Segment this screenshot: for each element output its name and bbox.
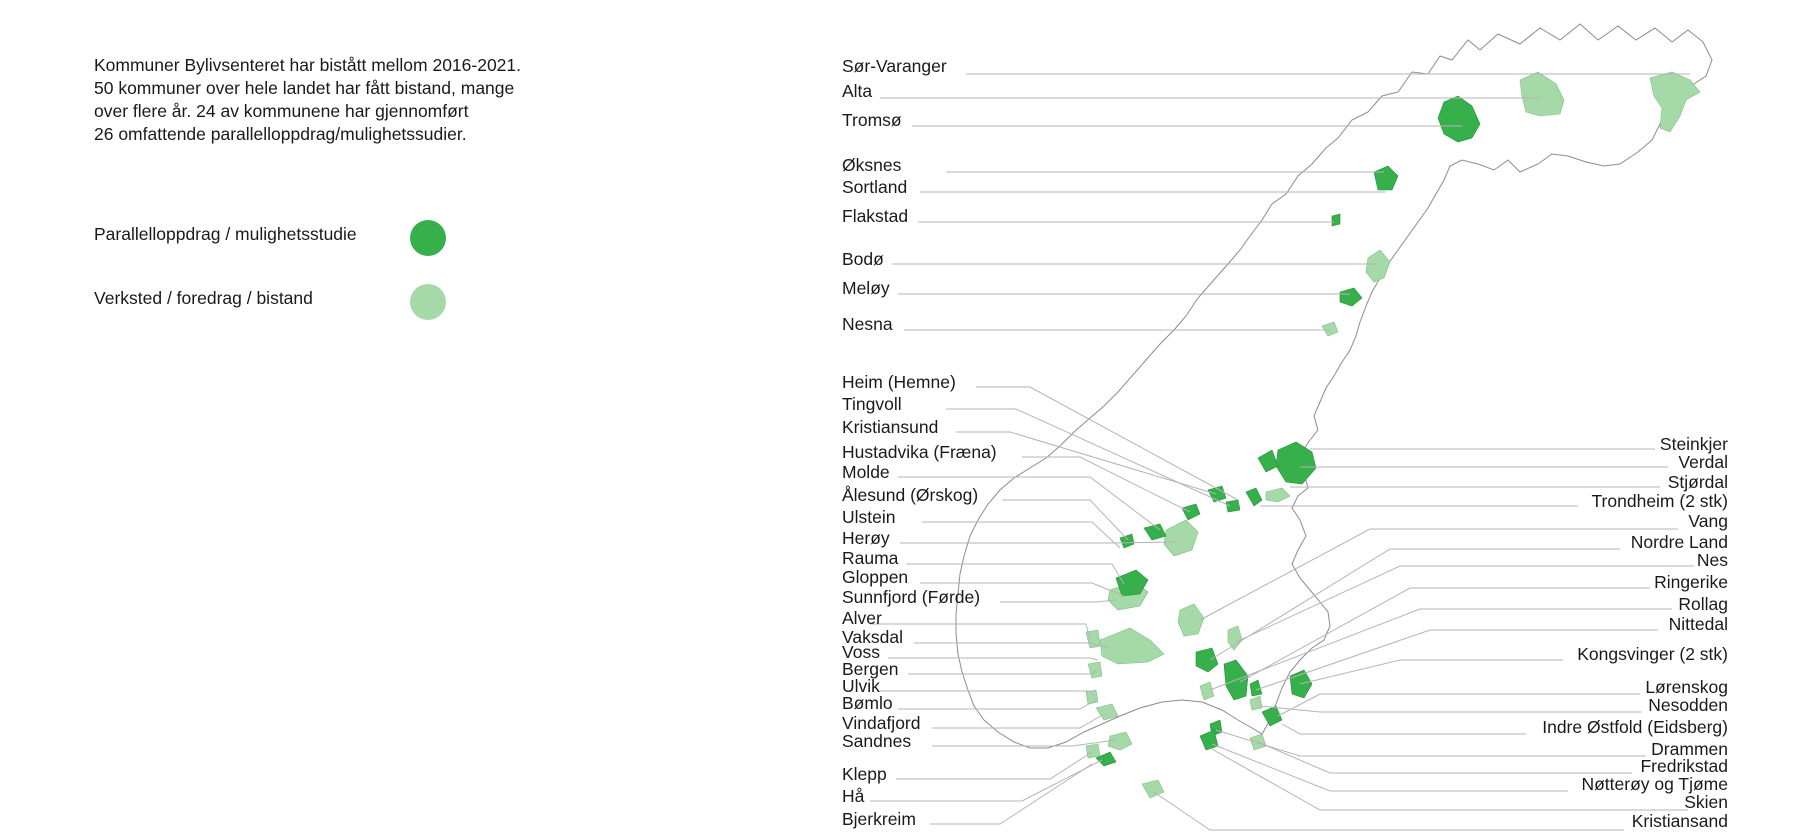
legend-label: Parallelloppdrag / mulighetsstudie (94, 224, 357, 244)
label-skien: Skien (1684, 792, 1728, 812)
label-klepp: Klepp (842, 764, 887, 784)
intro-line: over flere år. 24 av kommunene har gjenn… (94, 101, 469, 121)
region-alta (1519, 71, 1565, 117)
label-nesodden: Nesodden (1648, 695, 1728, 715)
legend-item-workshop: Verksted / foredrag / bistand (94, 288, 313, 309)
region-nordre-land (1195, 647, 1219, 673)
municipalities-dark (1095, 95, 1481, 767)
label-molde: Molde (842, 462, 890, 482)
region-sandnes (1107, 731, 1133, 751)
label-nesna: Nesna (842, 314, 893, 334)
label-vang: Vang (1688, 511, 1728, 531)
region-vang (1177, 603, 1205, 637)
label-oksnes: Øksnes (842, 155, 902, 175)
label-vaksdal: Vaksdal (842, 627, 903, 647)
legend-item-parallel: Parallelloppdrag / mulighetsstudie (94, 224, 357, 245)
label-ulstein: Ulstein (842, 507, 896, 527)
labels-right: Steinkjer Verdal Stjørdal Trondheim (2 s… (1542, 434, 1728, 831)
label-bomlo: Bømlo (842, 693, 893, 713)
region-nesna (1321, 321, 1339, 337)
legend-swatch-light (410, 284, 446, 320)
region-nesodden (1249, 695, 1263, 711)
region-klepp (1085, 743, 1101, 759)
region-nittedal (1249, 679, 1263, 697)
region-steinkjer (1275, 441, 1317, 485)
region-sor-varanger (1649, 71, 1701, 133)
label-sor-varanger: Sør-Varanger (842, 56, 947, 76)
label-sortland: Sortland (842, 177, 907, 197)
label-hustadvika: Hustadvika (Fræna) (842, 442, 997, 462)
legend-label: Verksted / foredrag / bistand (94, 288, 313, 308)
label-steinkjer: Steinkjer (1660, 434, 1728, 454)
labels-left: Sør-Varanger Alta Tromsø Øksnes Sortland… (842, 56, 997, 829)
region-nes (1227, 625, 1243, 651)
label-verdal: Verdal (1678, 452, 1728, 472)
intro-text: Kommuner Bylivsenteret har bistått mello… (94, 54, 654, 146)
label-notteroy: Nøtterøy og Tjøme (1581, 774, 1728, 794)
region-meloy (1339, 287, 1363, 307)
label-vindafjord: Vindafjord (842, 713, 921, 733)
label-bjerkreim: Bjerkreim (842, 809, 916, 829)
intro-line: 26 omfattende parallelloppdrag/mulighets… (94, 124, 467, 144)
label-tingvoll: Tingvoll (842, 394, 902, 414)
label-bodo: Bodø (842, 249, 884, 269)
region-rollag (1199, 681, 1215, 701)
region-gloppen (1115, 569, 1149, 597)
region-bodo (1365, 249, 1391, 283)
label-meloy: Meløy (842, 278, 890, 298)
region-voss (1099, 627, 1165, 665)
label-alver: Alver (842, 608, 882, 628)
label-heroy: Herøy (842, 528, 890, 548)
label-heim: Heim (Hemne) (842, 372, 956, 392)
label-rollag: Rollag (1678, 594, 1728, 614)
leader-lines-right (1153, 448, 1694, 831)
label-flakstad: Flakstad (842, 206, 908, 226)
norway-outline (955, 23, 1713, 749)
intro-line: 50 kommuner over hele landet har fått bi… (94, 78, 515, 98)
label-ulvik: Ulvik (842, 676, 880, 696)
label-ringerike: Ringerike (1654, 572, 1728, 592)
region-verdal (1257, 449, 1279, 473)
region-ulstein (1119, 533, 1135, 549)
leader-lines-left (870, 73, 1690, 825)
region-lorenskog (1261, 705, 1283, 727)
label-gloppen: Gloppen (842, 567, 908, 587)
legend-swatch-dark (410, 220, 446, 256)
label-kristiansand: Kristiansand (1632, 811, 1728, 831)
label-bergen: Bergen (842, 659, 898, 679)
municipalities-light (1085, 71, 1701, 799)
label-kongsvinger: Kongsvinger (2 stk) (1577, 644, 1728, 664)
region-tromso (1437, 95, 1481, 143)
label-sandnes: Sandnes (842, 731, 911, 751)
label-rauma: Rauma (842, 548, 899, 568)
label-alta: Alta (842, 81, 872, 101)
region-stjordal (1265, 487, 1291, 503)
label-kristiansund: Kristiansund (842, 417, 938, 437)
label-tromso: Tromsø (842, 110, 902, 130)
region-ha (1095, 751, 1117, 767)
region-alesund (1143, 523, 1167, 541)
region-molde (1181, 503, 1201, 521)
label-voss: Voss (842, 642, 880, 662)
label-lorenskog: Lørenskog (1645, 677, 1728, 697)
region-tingvoll (1225, 499, 1241, 513)
region-trondheim (1245, 487, 1263, 507)
label-nittedal: Nittedal (1669, 614, 1728, 634)
label-sunnfjord: Sunnfjord (Førde) (842, 587, 980, 607)
label-fredrikstad: Fredrikstad (1640, 756, 1728, 776)
label-drammen: Drammen (1651, 739, 1728, 759)
region-rauma (1163, 519, 1199, 557)
label-ha: Hå (842, 786, 865, 806)
label-alesund: Ålesund (Ørskog) (842, 485, 978, 505)
label-stjordal: Stjørdal (1668, 472, 1728, 492)
region-kristiansand (1141, 779, 1165, 799)
region-flakstad (1331, 213, 1341, 227)
label-nordre-land: Nordre Land (1631, 532, 1728, 552)
intro-line: Kommuner Bylivsenteret har bistått mello… (94, 55, 522, 75)
label-nes: Nes (1697, 550, 1728, 570)
label-indre-ostfold: Indre Østfold (Eidsberg) (1542, 717, 1728, 737)
label-trondheim: Trondheim (2 stk) (1592, 491, 1728, 511)
